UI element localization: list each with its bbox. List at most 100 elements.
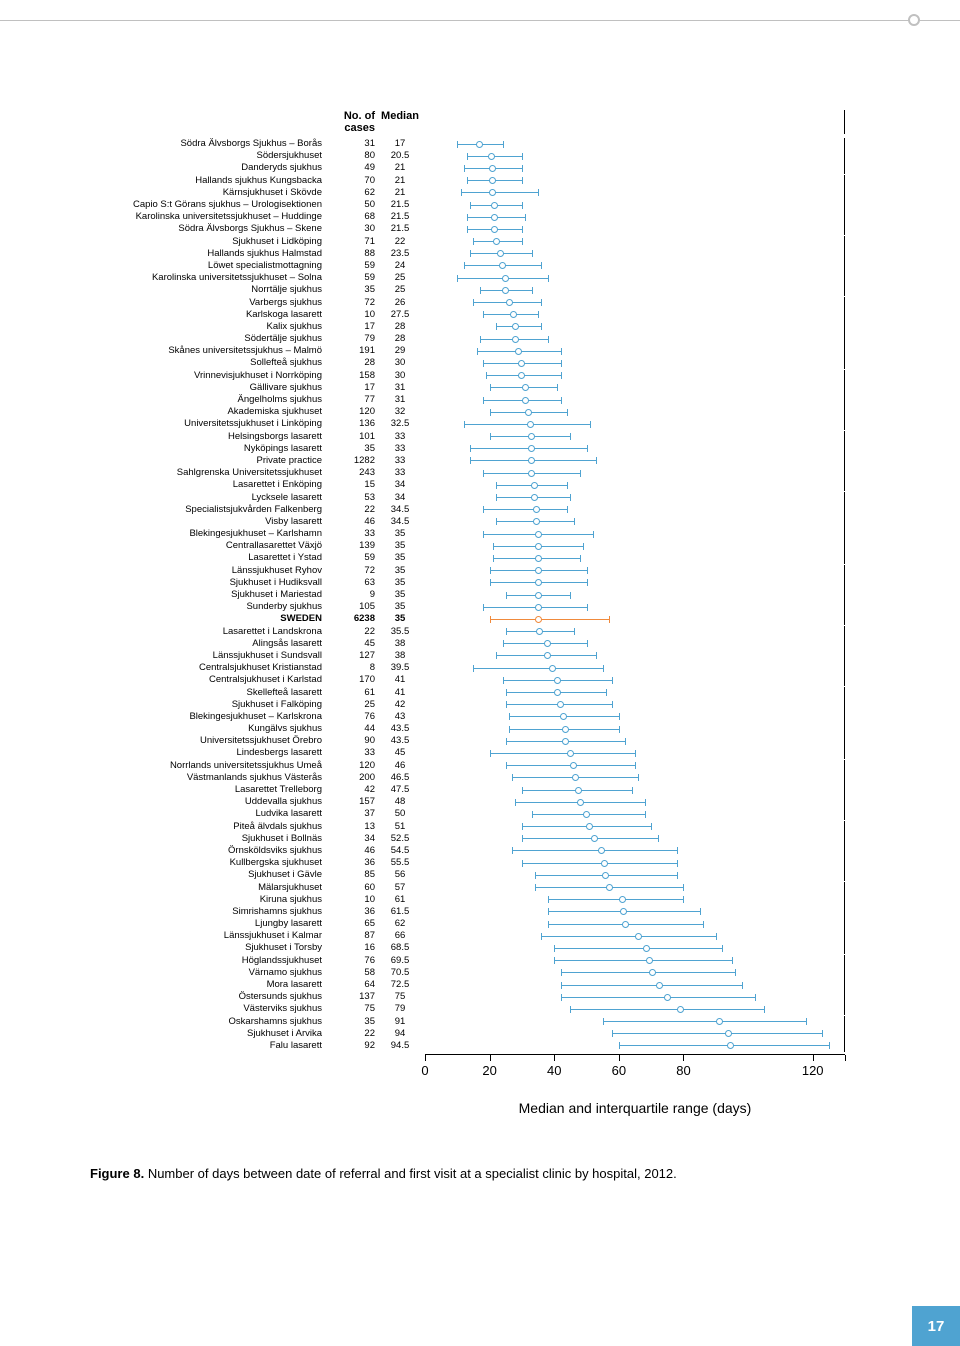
cases-value: 45: [330, 638, 375, 650]
header-rule: [0, 20, 960, 21]
iqr-cap-left: [506, 762, 507, 769]
median-value: 21.5: [375, 211, 425, 223]
table-row: Kalix sjukhus1728: [60, 321, 900, 333]
median-dot-icon: [531, 482, 538, 489]
median-dot-icon: [528, 433, 535, 440]
plot-cell: [425, 138, 845, 150]
header-cases: No. of cases: [330, 110, 375, 134]
cases-value: 77: [330, 394, 375, 406]
plot-cell: [425, 211, 845, 223]
cases-value: 33: [330, 747, 375, 759]
cases-value: 88: [330, 248, 375, 260]
median-value: 57: [375, 882, 425, 894]
table-row: Centralsjukhuset i Karlstad17041: [60, 674, 900, 686]
iqr-cap-right: [742, 982, 743, 989]
median-value: 42: [375, 699, 425, 711]
cases-value: 22: [330, 626, 375, 638]
hospital-name: Sjukhuset i Gävle: [60, 869, 330, 881]
hospital-name: Skånes universitetssjukhus – Malmö: [60, 345, 330, 357]
cases-value: 53: [330, 492, 375, 504]
cases-value: 75: [330, 1003, 375, 1015]
median-dot-icon: [562, 726, 569, 733]
iqr-cap-right: [561, 372, 562, 379]
median-dot-icon: [491, 214, 498, 221]
iqr-cap-left: [509, 726, 510, 733]
iqr-cap-right: [561, 397, 562, 404]
cases-value: 22: [330, 1028, 375, 1040]
hospital-name: Mora lasarett: [60, 979, 330, 991]
iqr-cap-left: [490, 567, 491, 574]
hospital-name: Kungälvs sjukhus: [60, 723, 330, 735]
median-value: 94.5: [375, 1040, 425, 1052]
iqr-cap-left: [483, 531, 484, 538]
median-dot-icon: [533, 518, 540, 525]
iqr-line: [548, 899, 684, 900]
median-value: 33: [375, 455, 425, 467]
plot-cell: [425, 236, 845, 248]
iqr-cap-left: [496, 482, 497, 489]
table-row: Sollefteå sjukhus2830: [60, 357, 900, 369]
iqr-cap-right: [625, 738, 626, 745]
cases-value: 35: [330, 1016, 375, 1028]
hospital-name: Kalix sjukhus: [60, 321, 330, 333]
table-row: Mälarsjukhuset6057: [60, 881, 900, 893]
median-value: 75: [375, 991, 425, 1003]
iqr-cap-right: [580, 470, 581, 477]
plot-cell: [425, 1028, 845, 1040]
table-row: Danderyds sjukhus4921: [60, 162, 900, 174]
iqr-line: [554, 960, 732, 961]
iqr-cap-right: [596, 652, 597, 659]
iqr-cap-right: [587, 567, 588, 574]
table-row: Vrinnevisjukhuset i Norrköping15830: [60, 370, 900, 382]
iqr-cap-left: [467, 214, 468, 221]
cases-value: 120: [330, 406, 375, 418]
hospital-name: Blekingesjukhuset – Karlskrona: [60, 711, 330, 723]
hospital-name: Ängelholms sjukhus: [60, 394, 330, 406]
iqr-cap-left: [464, 421, 465, 428]
iqr-cap-left: [490, 616, 491, 623]
table-row: Länssjukhuset i Sundsvall12738: [60, 650, 900, 662]
plot-cell: [425, 979, 845, 991]
table-row: Ängelholms sjukhus7731: [60, 394, 900, 406]
plot-cell: [425, 638, 845, 650]
hospital-name: Karolinska universitetssjukhuset – Huddi…: [60, 211, 330, 223]
table-row: Kungälvs sjukhus4443.5: [60, 723, 900, 735]
table-row: Blekingesjukhuset – Karlshamn3335: [60, 528, 900, 540]
median-value: 22: [375, 236, 425, 248]
hospital-name: Sjukhuset i Mariestad: [60, 589, 330, 601]
iqr-cap-left: [490, 750, 491, 757]
cases-value: 79: [330, 333, 375, 345]
plot-cell: [425, 370, 845, 382]
plot-cell: [425, 552, 845, 564]
iqr-cap-left: [515, 799, 516, 806]
page-number: 17: [912, 1306, 960, 1346]
table-row: SWEDEN623835: [60, 613, 900, 625]
cases-value: 200: [330, 772, 375, 784]
median-value: 17: [375, 138, 425, 150]
median-value: 94: [375, 1028, 425, 1040]
table-row: Sahlgrenska Universitetssjukhuset24333: [60, 467, 900, 479]
hospital-name: Akademiska sjukhuset: [60, 406, 330, 418]
median-value: 31: [375, 394, 425, 406]
median-value: 66: [375, 930, 425, 942]
median-dot-icon: [602, 872, 609, 879]
cases-value: 58: [330, 967, 375, 979]
iqr-cap-right: [538, 189, 539, 196]
cases-value: 36: [330, 857, 375, 869]
plot-cell: [425, 1016, 845, 1028]
median-value: 21: [375, 187, 425, 199]
table-row: Universitetssjukhuset i Linköping13632.5: [60, 418, 900, 430]
table-row: Capio S:t Görans sjukhus – Urologisektio…: [60, 199, 900, 211]
cases-value: 72: [330, 565, 375, 577]
table-row: Blekingesjukhuset – Karlskrona7643: [60, 711, 900, 723]
median-dot-icon: [535, 604, 542, 611]
iqr-cap-left: [496, 323, 497, 330]
table-row: Private practice128233: [60, 455, 900, 467]
hospital-name: Universitetssjukhuset i Linköping: [60, 418, 330, 430]
median-value: 51: [375, 821, 425, 833]
cases-value: 30: [330, 223, 375, 235]
iqr-cap-left: [548, 921, 549, 928]
plot-cell: [425, 479, 845, 491]
iqr-cap-left: [490, 579, 491, 586]
median-value: 29: [375, 345, 425, 357]
